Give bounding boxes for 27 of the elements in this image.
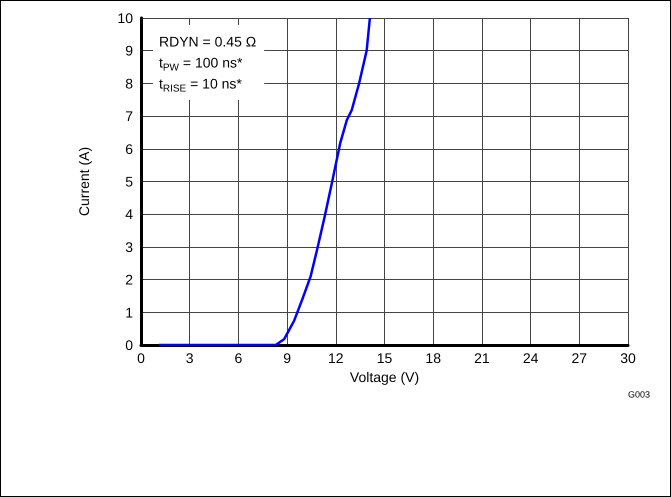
x-tick-label: 9 xyxy=(283,350,292,366)
x-tick-label: 27 xyxy=(572,350,588,366)
y-tick-label: 2 xyxy=(125,272,134,288)
x-tick-label: 21 xyxy=(474,350,490,366)
y-tick-label: 4 xyxy=(125,206,134,222)
y-tick-label: 0 xyxy=(125,337,134,353)
x-axis-title: Voltage (V) xyxy=(350,368,420,385)
x-tick-label: 18 xyxy=(425,350,442,366)
y-tick-label: 9 xyxy=(125,42,134,59)
x-tick-label: 12 xyxy=(328,350,344,366)
y-tick-label: 8 xyxy=(125,75,134,92)
x-tick-label: 6 xyxy=(234,350,242,366)
x-tick-label: 15 xyxy=(376,350,392,366)
x-tick-label: 24 xyxy=(522,350,539,366)
y-tick-label: 10 xyxy=(117,10,134,26)
y-tick-label: 1 xyxy=(125,304,134,320)
line-series xyxy=(158,16,372,346)
y-tick-label: 6 xyxy=(125,140,134,157)
text: G003 xyxy=(628,390,650,400)
x-tick-label: 0 xyxy=(137,350,146,366)
x-tick-label: 3 xyxy=(186,350,194,366)
y-tick-label: 3 xyxy=(125,238,134,255)
y-tick-label: 5 xyxy=(125,174,134,190)
y-tick-label: 7 xyxy=(125,108,134,124)
annotation: RDYN = 0.45 Ω xyxy=(159,34,256,50)
x-tick-label: 30 xyxy=(620,350,636,366)
y-axis-title: Current (A) xyxy=(76,146,92,216)
